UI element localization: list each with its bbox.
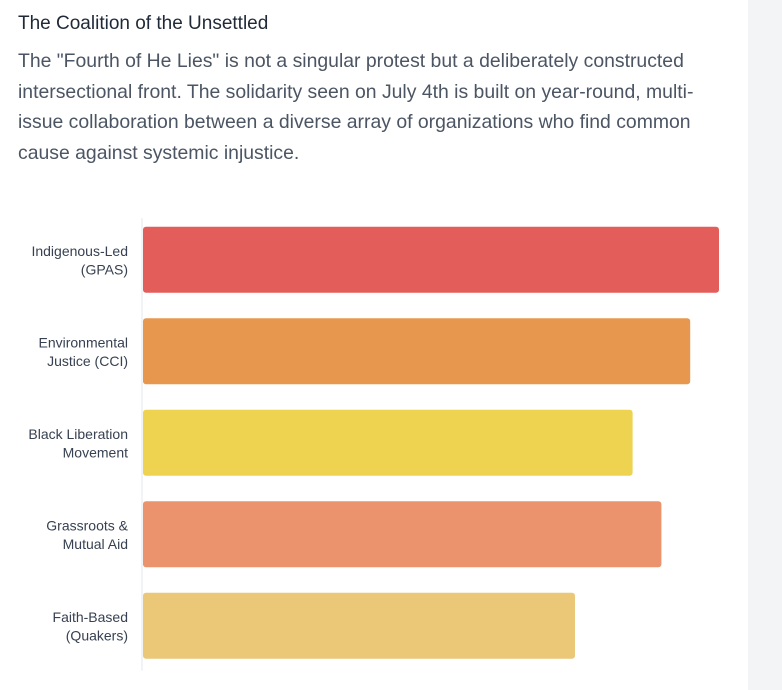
category-label-line: (GPAS): [81, 261, 128, 277]
bar-4[interactable]: [143, 592, 575, 659]
category-label-3: Grassroots & Mutual Aid: [46, 517, 128, 552]
category-label-line: Mutual Aid: [63, 536, 128, 552]
category-label-line: Black Liberation: [28, 426, 128, 442]
category-label-2: Black Liberation Movement: [28, 426, 128, 461]
category-label-line: Indigenous-Led: [31, 243, 128, 259]
right-gutter: [748, 0, 782, 690]
category-label-0: Indigenous-Led (GPAS): [31, 243, 128, 278]
bar-1[interactable]: [143, 318, 691, 385]
category-label-line: Environmental: [39, 334, 129, 350]
card-description: The "Fourth of He Lies" is not a singula…: [18, 50, 694, 164]
card-title: The Coalition of the Unsettled: [18, 13, 269, 34]
bar-0[interactable]: [143, 226, 719, 293]
category-label-line: Faith-Based: [53, 609, 128, 625]
category-label-4: Faith-Based (Quakers): [53, 609, 128, 644]
bar-3[interactable]: [143, 501, 662, 568]
category-label-line: Grassroots &: [46, 517, 128, 533]
category-label-1: Environmental Justice (CCI): [39, 334, 129, 369]
coalition-card: The Coalition of the Unsettled The "Four…: [18, 13, 719, 671]
category-label-line: Movement: [63, 444, 128, 460]
category-label-line: (Quakers): [66, 627, 128, 643]
bar-2[interactable]: [143, 409, 633, 476]
category-label-line: Justice (CCI): [47, 353, 128, 369]
coalition-bar-chart: Indigenous-Led (GPAS) Environmental Justice…: [28, 218, 719, 671]
